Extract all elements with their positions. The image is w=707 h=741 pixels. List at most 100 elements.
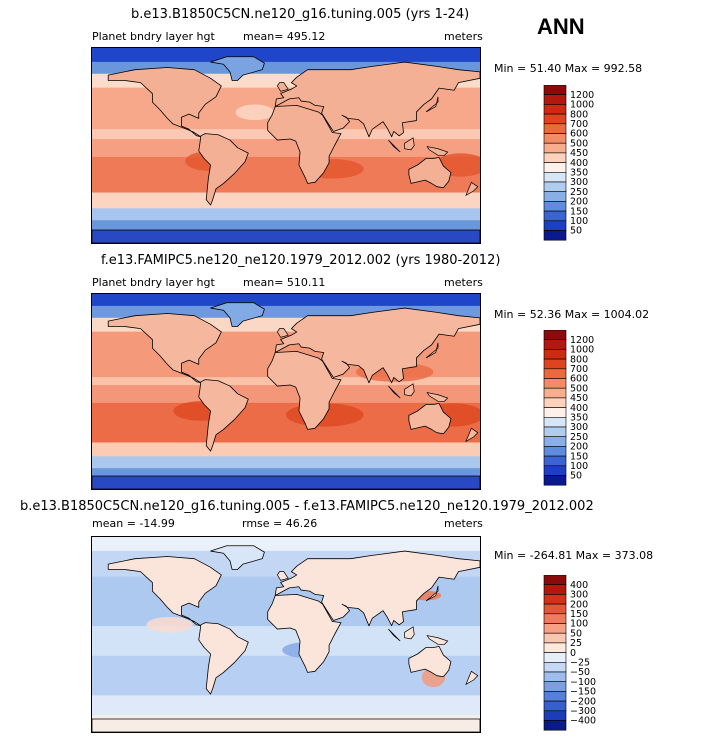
colorbar-swatch — [543, 407, 567, 418]
colorbar-swatch — [543, 123, 567, 134]
colorbar-tick-label: 500 — [570, 383, 588, 394]
colorbar-swatch — [543, 632, 567, 644]
colorbar-tick-label: −50 — [570, 667, 590, 678]
colorbar-tick-label: 350 — [570, 168, 588, 179]
panel-1-mean-label: mean= 495.12 — [243, 30, 326, 43]
colorbar-swatch — [543, 330, 567, 340]
colorbar-tick-label: −200 — [570, 696, 596, 707]
panel-2-map — [91, 293, 481, 490]
colorbar-tick-label: 600 — [570, 129, 588, 140]
panel-2-colorbar: 1200100080070060050045040035030025020015… — [543, 330, 594, 486]
panel-1-title: b.e13.B1850C5CN.ne120_g16.tuning.005 (yr… — [131, 7, 470, 22]
panel-3-mean-label: mean = -14.99 — [92, 517, 175, 530]
panel-3-rmse-label: rmse = 46.26 — [242, 517, 318, 530]
colorbar-tick-label: 300 — [570, 422, 588, 433]
colorbar-tick-label: 400 — [570, 403, 588, 414]
colorbar-tick-label: 250 — [570, 432, 588, 443]
colorbar-swatch — [543, 700, 567, 712]
colorbar-tick-label: 600 — [570, 374, 588, 385]
colorbar-tick-label: 450 — [570, 393, 588, 404]
colorbar-swatch — [543, 691, 567, 702]
colorbar-swatch — [543, 339, 567, 350]
colorbar-tick-label: 350 — [570, 413, 588, 424]
panel-2-units-label: meters — [444, 276, 483, 289]
colorbar-swatch — [543, 378, 567, 389]
colorbar-swatch — [543, 201, 567, 212]
colorbar-swatch — [543, 85, 567, 95]
colorbar-swatch — [543, 113, 567, 125]
colorbar-tick-label: 700 — [570, 119, 588, 130]
colorbar-swatch — [543, 181, 567, 192]
colorbar-tick-label: 100 — [570, 216, 588, 227]
panel-2-variable-label: Planet bndry layer hgt — [92, 276, 215, 289]
colorbar-swatch — [543, 104, 567, 115]
panel-3-units-label: meters — [444, 517, 483, 530]
colorbar-tick-label: −100 — [570, 677, 596, 688]
panel-2-title: f.e13.FAMIPC5.ne120_ne120.1979_2012.002 … — [101, 253, 501, 268]
colorbar-swatch — [543, 436, 567, 447]
colorbar-swatch — [543, 710, 567, 721]
season-label: ANN — [537, 14, 585, 39]
colorbar-tick-label: 200 — [570, 599, 588, 610]
colorbar-swatch — [543, 455, 567, 467]
panel-3-title: b.e13.B1850C5CN.ne120_g16.tuning.005 - f… — [20, 499, 594, 514]
panel-1-colorbar: 1200100080070060050045040035030025020015… — [543, 85, 594, 241]
colorbar-swatch — [543, 594, 567, 605]
colorbar-tick-label: 400 — [570, 580, 588, 591]
colorbar-tick-label: 100 — [570, 619, 588, 630]
colorbar-tick-label: 400 — [570, 158, 588, 169]
colorbar-swatch — [543, 642, 567, 653]
colorbar-swatch — [543, 681, 567, 692]
colorbar-swatch — [543, 613, 567, 624]
colorbar-tick-label: 450 — [570, 148, 588, 159]
colorbar-swatch — [543, 603, 567, 615]
colorbar-swatch — [543, 162, 567, 173]
colorbar-tick-label: 50 — [570, 226, 582, 237]
colorbar-swatch — [543, 152, 567, 163]
colorbar-swatch — [543, 671, 567, 682]
panel-1-map — [91, 47, 481, 244]
colorbar-swatch — [543, 397, 567, 408]
colorbar-swatch — [543, 720, 567, 731]
colorbar-tick-label: −25 — [570, 658, 590, 669]
colorbar-tick-label: 50 — [570, 471, 582, 482]
colorbar-tick-label: 500 — [570, 138, 588, 149]
colorbar-tick-label: 250 — [570, 187, 588, 198]
colorbar-swatch — [543, 475, 567, 486]
colorbar-swatch — [543, 417, 567, 428]
colorbar-tick-label: 1000 — [570, 100, 594, 111]
colorbar-tick-label: 150 — [570, 609, 588, 620]
panel-2-minmax: Min = 52.36 Max = 1004.02 — [494, 308, 650, 321]
colorbar-tick-label: −400 — [570, 716, 596, 727]
colorbar-tick-label: 200 — [570, 442, 588, 453]
colorbar-tick-label: 1000 — [570, 345, 594, 356]
colorbar-tick-label: 700 — [570, 364, 588, 375]
panel-1-minmax: Min = 51.40 Max = 992.58 — [494, 62, 643, 75]
colorbar-tick-label: −300 — [570, 706, 596, 717]
colorbar-tick-label: 100 — [570, 461, 588, 472]
colorbar-tick-label: 800 — [570, 109, 588, 120]
colorbar-swatch — [543, 210, 567, 222]
colorbar-swatch — [543, 220, 567, 231]
colorbar-tick-label: 0 — [570, 648, 576, 659]
colorbar-swatch — [543, 623, 567, 634]
colorbar-swatch — [543, 94, 567, 105]
colorbar-swatch — [543, 662, 567, 673]
panel-1-variable-label: Planet bndry layer hgt — [92, 30, 215, 43]
colorbar-tick-label: 300 — [570, 177, 588, 188]
colorbar-tick-label: −150 — [570, 687, 596, 698]
colorbar-swatch — [543, 368, 567, 379]
colorbar-tick-label: 300 — [570, 590, 588, 601]
colorbar-tick-label: 800 — [570, 354, 588, 365]
colorbar-swatch — [543, 575, 567, 585]
panel-3-minmax: Min = -264.81 Max = 373.08 — [494, 549, 654, 562]
colorbar-swatch — [543, 142, 567, 154]
colorbar-swatch — [543, 172, 567, 183]
panel-1-units-label: meters — [444, 30, 483, 43]
colorbar-swatch — [543, 133, 567, 144]
colorbar-swatch — [543, 465, 567, 476]
colorbar-swatch — [543, 358, 567, 370]
colorbar-tick-label: 1200 — [570, 335, 594, 346]
colorbar-tick-label: 25 — [570, 638, 582, 649]
colorbar-tick-label: 200 — [570, 197, 588, 208]
